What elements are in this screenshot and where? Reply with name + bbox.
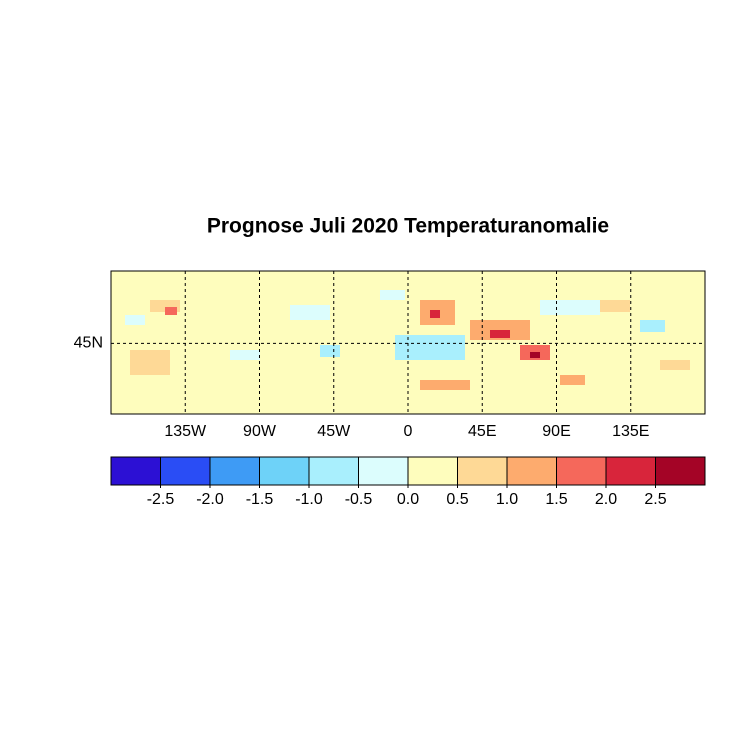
x-tick-label: 90W	[243, 423, 277, 440]
colorbar-swatch	[605, 456, 656, 486]
colorbar-label: -0.5	[345, 491, 373, 508]
anomaly-patches	[125, 290, 690, 390]
colorbar-swatch	[160, 456, 211, 486]
x-tick-label: 45W	[317, 423, 351, 440]
x-tick-label: 90E	[542, 423, 570, 440]
colorbar-swatch	[259, 456, 310, 486]
colorbar-label: -1.0	[295, 491, 323, 508]
x-tick-label: 45E	[468, 423, 496, 440]
colorbar-label: 2.5	[644, 491, 666, 508]
colorbar-label: 1.0	[496, 491, 518, 508]
y-tick-label: 45N	[74, 335, 103, 352]
colorbar-swatch	[308, 456, 359, 486]
colorbar-swatch	[506, 456, 557, 486]
colorbar-swatch	[655, 456, 706, 486]
map	[111, 271, 705, 414]
colorbar-swatch	[209, 456, 260, 486]
colorbar-label: 1.5	[545, 491, 567, 508]
colorbar-label: -1.5	[246, 491, 274, 508]
colorbar-label: 0.5	[446, 491, 468, 508]
colorbar-swatch	[358, 456, 409, 486]
colorbar-swatch	[407, 456, 458, 486]
x-tick-label: 0	[404, 423, 413, 440]
chart-title: Prognose Juli 2020 Temperaturanomalie	[207, 215, 609, 238]
colorbar-label: -2.5	[147, 491, 175, 508]
colorbar-swatch	[457, 456, 508, 486]
x-tick-label: 135E	[612, 423, 649, 440]
colorbar-label: -2.0	[196, 491, 224, 508]
colorbar-swatch	[556, 456, 607, 486]
colorbar-label: 2.0	[595, 491, 617, 508]
x-tick-label: 135W	[164, 423, 207, 440]
colorbar-swatch	[110, 456, 161, 486]
colorbar-label: 0.0	[397, 491, 419, 508]
